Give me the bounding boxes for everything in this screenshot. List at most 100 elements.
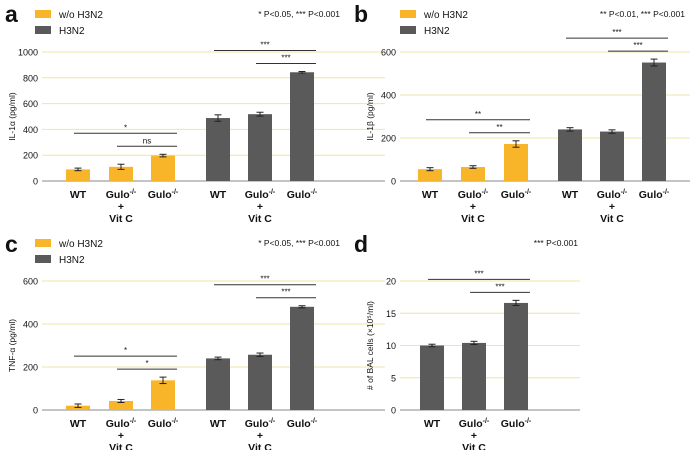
x-tick-label: WT (422, 189, 439, 201)
chart-panel-a: a w/o H3N2 H3N2 * P<0.05, *** P<0.001 0 200 40… (5, 1, 385, 225)
x-tick-sublabel: + (257, 201, 263, 213)
legend-label-wo: w/o H3N2 (58, 10, 103, 21)
significance-note: * P<0.05, *** P<0.001 (258, 238, 340, 248)
x-tick-label: Gulo-/- (458, 189, 489, 201)
legend-swatch-wo (35, 10, 51, 18)
significance-label: ns (143, 136, 151, 145)
bar (642, 62, 666, 181)
bar (290, 306, 314, 410)
x-tick-label: Gulo-/- (639, 189, 670, 201)
x-tick-label: Gulo-/- (148, 418, 179, 430)
bar (420, 345, 444, 410)
x-tick-sublabel: Vit C (248, 213, 272, 225)
panel-label: b (354, 1, 368, 27)
x-tick-sublabel: + (470, 201, 476, 213)
x-tick-sublabel: + (609, 201, 615, 213)
bar (109, 166, 133, 181)
bar (206, 118, 230, 181)
x-tick-label: Gulo-/- (501, 418, 532, 430)
y-tick-label: 0 (391, 177, 396, 187)
legend-swatch-h3n2 (35, 26, 51, 34)
x-tick-label: WT (424, 418, 441, 430)
significance-label: *** (612, 28, 621, 37)
bar (558, 129, 582, 181)
legend-label-h3n2: H3N2 (59, 255, 85, 266)
y-axis-label: IL-1β (pg/ml) (365, 92, 375, 141)
bar (461, 167, 485, 181)
legend-label-h3n2: H3N2 (424, 26, 450, 37)
significance-note: * P<0.05, *** P<0.001 (258, 9, 340, 19)
y-axis-label: # of BAL cells (×10⁵/ml) (365, 301, 375, 390)
panel-label: a (5, 1, 18, 27)
bar (151, 380, 175, 410)
significance-label: *** (281, 53, 290, 62)
x-tick-label: Gulo-/- (287, 189, 318, 201)
significance-label: ** (496, 123, 502, 132)
chart-panel-d: d *** P<0.001 0 5 10 15 20 # of BAL cells (×10⁵… (354, 231, 580, 450)
bar (151, 155, 175, 181)
x-tick-label: Gulo-/- (459, 418, 490, 430)
significance-label: *** (260, 40, 269, 49)
bar (504, 302, 528, 410)
x-tick-sublabel: + (257, 430, 263, 442)
x-tick-label: Gulo-/- (148, 189, 179, 201)
bar (109, 400, 133, 410)
chart-panel-b: b w/o H3N2 H3N2 ** P<0.01, *** P<0.001 0 200 4… (354, 1, 690, 225)
x-tick-sublabel: Vit C (600, 213, 624, 225)
x-tick-sublabel: + (118, 430, 124, 442)
y-tick-label: 600 (381, 48, 396, 58)
y-tick-label: 5 (391, 373, 396, 383)
bar (248, 354, 272, 410)
bar (248, 114, 272, 181)
x-tick-label: Gulo-/- (245, 418, 276, 430)
significance-label: *** (474, 269, 483, 278)
x-tick-sublabel: Vit C (462, 442, 486, 450)
y-tick-label: 400 (23, 125, 38, 135)
x-tick-sublabel: Vit C (461, 213, 485, 225)
legend-swatch-h3n2 (400, 26, 416, 34)
y-tick-label: 0 (33, 177, 38, 187)
significance-label: *** (495, 282, 504, 291)
significance-label: *** (633, 41, 642, 50)
legend-swatch-h3n2 (35, 255, 51, 263)
bar (600, 131, 624, 181)
x-tick-sublabel: + (471, 430, 477, 442)
significance-label: ** (475, 110, 481, 119)
chart-panel-c: c w/o H3N2 H3N2 * P<0.05, *** P<0.001 0 200 40… (5, 231, 385, 450)
bar (504, 144, 528, 181)
y-tick-label: 400 (381, 91, 396, 101)
y-tick-label: 600 (23, 277, 38, 287)
x-tick-sublabel: Vit C (109, 213, 133, 225)
x-tick-label: WT (70, 418, 87, 430)
y-tick-label: 15 (386, 309, 396, 319)
y-tick-label: 200 (23, 151, 38, 161)
y-tick-label: 600 (23, 99, 38, 109)
legend-swatch-wo (400, 10, 416, 18)
y-tick-label: 20 (386, 277, 396, 287)
x-tick-label: WT (70, 189, 87, 201)
legend-swatch-wo (35, 239, 51, 247)
panel-label: d (354, 231, 368, 257)
significance-label: * (124, 123, 127, 132)
bar (66, 169, 90, 181)
x-tick-label: Gulo-/- (106, 418, 137, 430)
x-tick-sublabel: + (118, 201, 124, 213)
y-axis-label: IL-1α (pg/ml) (7, 92, 17, 141)
x-tick-label: Gulo-/- (287, 418, 318, 430)
panel-label: c (5, 231, 18, 257)
significance-label: *** (260, 275, 269, 284)
y-tick-label: 200 (381, 134, 396, 144)
y-tick-label: 0 (391, 406, 396, 416)
y-tick-label: 10 (386, 341, 396, 351)
significance-label: * (124, 346, 127, 355)
significance-note: ** P<0.01, *** P<0.001 (600, 9, 685, 19)
x-tick-label: WT (562, 189, 579, 201)
x-tick-sublabel: Vit C (109, 442, 133, 450)
y-axis-label: TNF-α (pg/ml) (7, 319, 17, 372)
x-tick-label: WT (210, 418, 227, 430)
y-tick-label: 800 (23, 73, 38, 83)
legend-label-h3n2: H3N2 (59, 26, 85, 37)
y-tick-label: 400 (23, 320, 38, 330)
bar (462, 342, 486, 410)
